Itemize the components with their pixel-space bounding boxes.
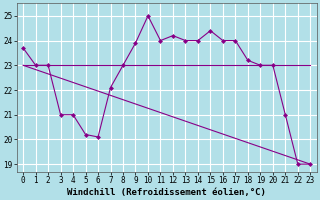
X-axis label: Windchill (Refroidissement éolien,°C): Windchill (Refroidissement éolien,°C) [67, 188, 266, 197]
